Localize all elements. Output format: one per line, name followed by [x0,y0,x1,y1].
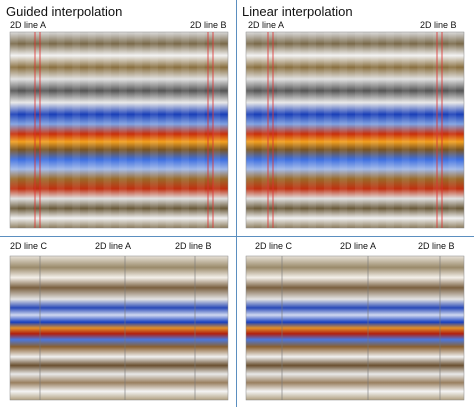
trace-column [165,32,174,228]
trace-column [246,32,254,228]
seismic-image [9,255,229,401]
line-label: 2D line A [340,241,376,251]
trace-column [103,32,112,228]
trace-column [292,32,301,228]
trace-column [196,32,205,228]
line-label: 2D line C [255,241,293,251]
trace-column [72,32,81,228]
line-label: 2D line B [175,241,212,251]
trace-column [277,32,285,228]
trace-column [355,32,363,228]
seismic-image [245,255,465,401]
panel-title: Guided interpolation [6,4,122,19]
line-label: 2D line A [248,20,284,30]
seismic-image [245,31,465,229]
trace-column [323,32,332,228]
trace-column [448,32,457,228]
trace-column [308,32,317,228]
line-label: 2D line A [95,241,131,251]
trace-column [417,32,426,228]
trace-column [401,32,410,228]
trace-column [10,32,18,228]
line-label: 2D line C [10,241,48,251]
trace-column [339,32,348,228]
seismic-image [9,31,229,229]
line-label: 2D line B [190,20,227,30]
line-label: 2D line B [418,241,455,251]
trace-column [41,32,49,228]
line-label: 2D line B [420,20,457,30]
trace-column [212,32,221,228]
panel-title: Linear interpolation [242,4,353,19]
trace-column [150,32,158,228]
trace-column [134,32,143,228]
trace-column [181,32,190,228]
trace-column [87,32,96,228]
trace-column [261,32,270,228]
trace-column [386,32,394,228]
trace-column [56,32,65,228]
line-label: 2D line A [10,20,46,30]
trace-column [25,32,34,228]
trace-column [370,32,379,228]
trace-column [119,32,127,228]
